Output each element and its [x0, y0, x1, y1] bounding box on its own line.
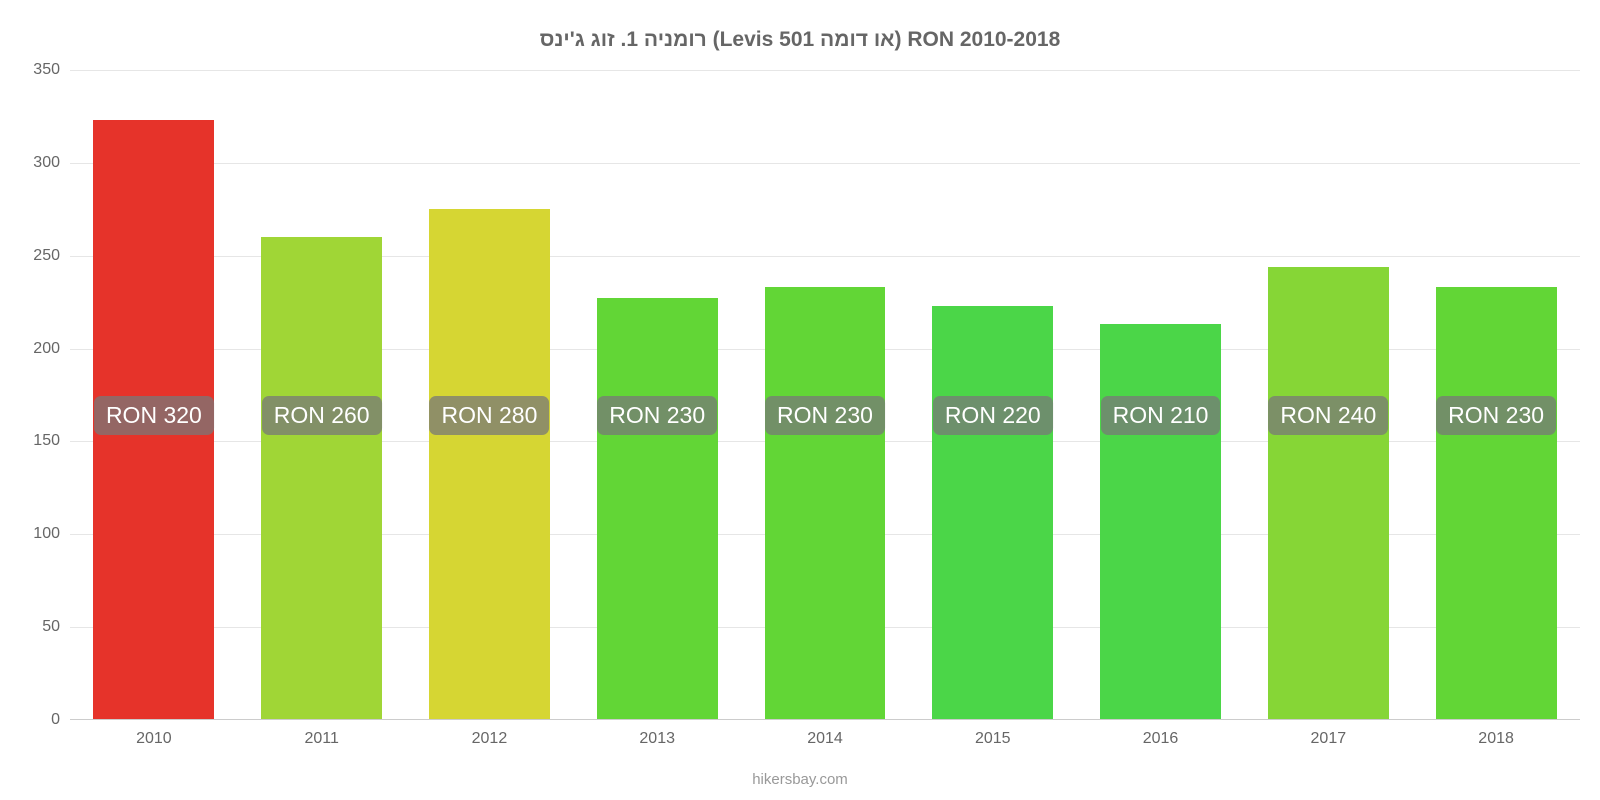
y-tick-label: 0: [51, 711, 60, 729]
bar-value-label: RON 210: [1101, 396, 1221, 435]
bar-value-label: RON 230: [1436, 396, 1556, 435]
bar: [597, 298, 718, 720]
bar: [765, 287, 886, 720]
chart-title: רומניה 1. זוג ג'ינס (Levis 501 או דומה) …: [0, 28, 1600, 52]
bar-slot: RON 2302014: [741, 70, 909, 720]
y-tick-label: 150: [33, 432, 60, 450]
bar-value-label: RON 220: [933, 396, 1053, 435]
y-tick-label: 200: [33, 340, 60, 358]
y-tick-label: 100: [33, 525, 60, 543]
bar-slot: RON 2402017: [1244, 70, 1412, 720]
x-tick-label: 2017: [1311, 730, 1347, 748]
bars-group: RON 3202010RON 2602011RON 2802012RON 230…: [70, 70, 1580, 720]
bar-value-label: RON 260: [262, 396, 382, 435]
bar-slot: RON 2802012: [406, 70, 574, 720]
bar: [429, 209, 550, 720]
footer-attribution: hikersbay.com: [0, 771, 1600, 788]
bar-slot: RON 3202010: [70, 70, 238, 720]
bar: [1268, 267, 1389, 720]
x-tick-label: 2018: [1478, 730, 1514, 748]
bar-slot: RON 2102016: [1077, 70, 1245, 720]
plot-area: RON 3202010RON 2602011RON 2802012RON 230…: [70, 70, 1580, 720]
bar-slot: RON 2302013: [573, 70, 741, 720]
chart-container: רומניה 1. זוג ג'ינס (Levis 501 או דומה) …: [0, 0, 1600, 800]
x-tick-label: 2011: [304, 730, 338, 748]
bar: [1436, 287, 1557, 720]
bar-value-label: RON 230: [765, 396, 885, 435]
bar-slot: RON 2202015: [909, 70, 1077, 720]
x-tick-label: 2012: [472, 730, 508, 748]
bar: [1100, 324, 1221, 720]
bar-slot: RON 2302018: [1412, 70, 1580, 720]
y-tick-label: 300: [33, 154, 60, 172]
x-tick-label: 2015: [975, 730, 1011, 748]
bar-value-label: RON 320: [94, 396, 214, 435]
bar-slot: RON 2602011: [238, 70, 406, 720]
x-tick-label: 2014: [807, 730, 843, 748]
y-tick-label: 350: [33, 61, 60, 79]
x-tick-label: 2013: [639, 730, 675, 748]
x-axis-baseline: [70, 719, 1580, 720]
y-tick-label: 50: [42, 618, 60, 636]
bar-value-label: RON 280: [429, 396, 549, 435]
x-tick-label: 2010: [136, 730, 172, 748]
bar: [932, 306, 1053, 720]
bar-value-label: RON 240: [1268, 396, 1388, 435]
y-tick-label: 250: [33, 247, 60, 265]
bar: [261, 237, 382, 720]
bar-value-label: RON 230: [597, 396, 717, 435]
x-tick-label: 2016: [1143, 730, 1179, 748]
